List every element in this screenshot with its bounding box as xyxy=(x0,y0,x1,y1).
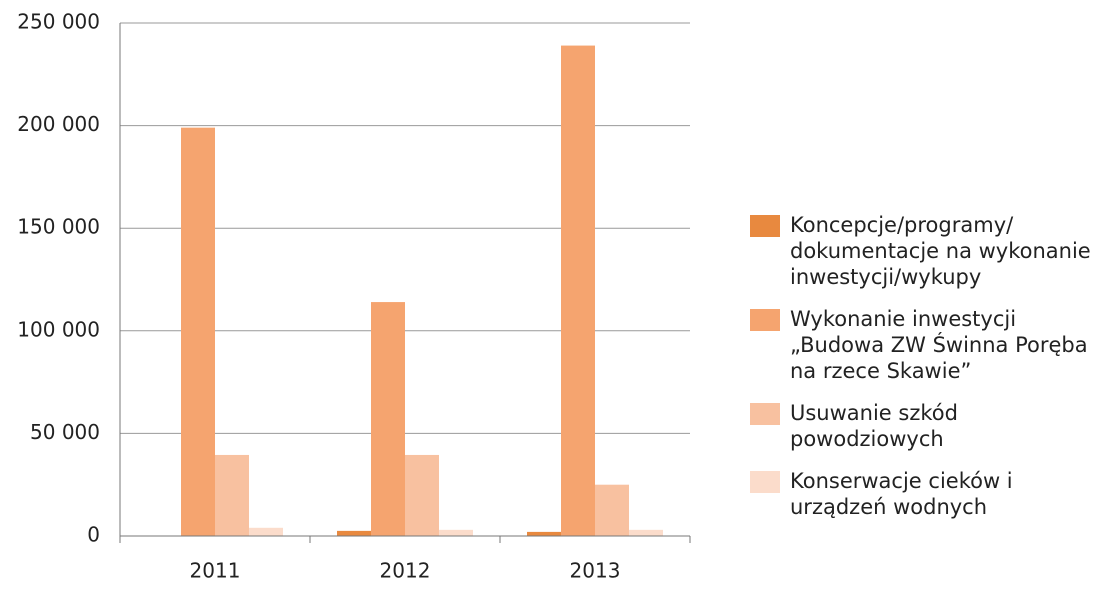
y-tick-label: 100 000 xyxy=(17,317,100,341)
legend-swatch xyxy=(750,403,780,425)
bar xyxy=(405,454,439,536)
bar xyxy=(629,529,663,536)
legend-label: Usuwanie szkód powodziowych xyxy=(790,401,958,451)
legend: Koncepcje/programy/ dokumentacje na wyko… xyxy=(750,212,1110,520)
bar xyxy=(249,527,283,536)
bar xyxy=(337,530,371,536)
legend-item: Wykonanie inwestycji „Budowa ZW Świnna P… xyxy=(750,306,1110,384)
x-tick-label: 2011 xyxy=(190,559,241,583)
legend-swatch xyxy=(750,309,780,331)
y-tick-label: 200 000 xyxy=(17,112,100,136)
legend-item: Usuwanie szkód powodziowych xyxy=(750,400,1110,452)
x-tick-label: 2012 xyxy=(380,559,431,583)
bar xyxy=(439,529,473,536)
bar xyxy=(561,45,595,537)
y-tick-label: 50 000 xyxy=(30,420,100,444)
y-tick-label: 250 000 xyxy=(17,10,100,34)
legend-label: Wykonanie inwestycji „Budowa ZW Świnna P… xyxy=(790,307,1088,383)
bar xyxy=(371,302,405,536)
bar xyxy=(181,127,215,536)
legend-label: Koncepcje/programy/ dokumentacje na wyko… xyxy=(790,213,1091,289)
bar xyxy=(527,531,561,536)
legend-swatch xyxy=(750,471,780,493)
x-tick-label: 2013 xyxy=(570,559,621,583)
legend-item: Konserwacje cieków i urządzeń wodnych xyxy=(750,468,1110,520)
bar xyxy=(595,484,629,536)
legend-item: Koncepcje/programy/ dokumentacje na wyko… xyxy=(750,212,1110,290)
y-tick-label: 150 000 xyxy=(17,215,100,239)
bar xyxy=(215,454,249,536)
legend-swatch xyxy=(750,215,780,237)
y-tick-label: 0 xyxy=(87,523,100,547)
legend-label: Konserwacje cieków i urządzeń wodnych xyxy=(790,469,1013,519)
